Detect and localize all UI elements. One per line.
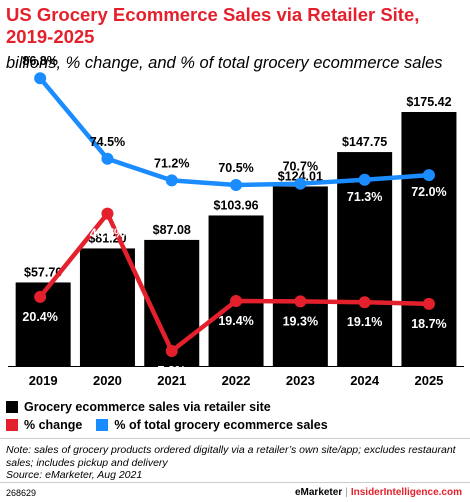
share-label-2021: 71.2% <box>154 156 189 170</box>
change-label-2019: 20.4% <box>22 310 57 324</box>
bar-2024 <box>337 152 393 366</box>
x-tick-2021: 2021 <box>157 373 186 388</box>
legend-row-2: % change % of total grocery ecommerce sa… <box>6 418 342 432</box>
bar-label-2025: $175.42 <box>406 95 451 109</box>
legend-item-share: % of total grocery ecommerce sales <box>96 418 328 432</box>
change-point-2023 <box>294 295 307 308</box>
share-label-2025: 72.0% <box>411 185 446 199</box>
bar-label-2023: $124.01 <box>278 169 323 183</box>
chart-note: Note: sales of grocery products ordered … <box>6 444 466 482</box>
share-point-2021 <box>165 174 178 187</box>
x-tick-2023: 2023 <box>286 373 315 388</box>
brand-separator: | <box>345 487 348 498</box>
x-tick-2022: 2022 <box>222 373 251 388</box>
change-label-2023: 19.3% <box>283 314 318 328</box>
change-point-2019 <box>34 290 47 303</box>
x-tick-2020: 2020 <box>93 373 122 388</box>
share-label-2022: 70.5% <box>218 161 253 175</box>
x-tick-2024: 2024 <box>350 373 380 388</box>
bar-label-2024: $147.75 <box>342 135 387 149</box>
bar-2022 <box>208 215 264 366</box>
legend-label-share: % of total grocery ecommerce sales <box>114 418 328 432</box>
share-label-2023: 70.7% <box>283 160 318 174</box>
bar-2023 <box>272 186 328 366</box>
x-tick-2025: 2025 <box>414 373 443 388</box>
legend-row-1: Grocery ecommerce sales via retailer sit… <box>6 400 285 414</box>
change-label-2021: 7.2% <box>158 364 187 378</box>
legend-label-sales: Grocery ecommerce sales via retailer sit… <box>24 400 271 414</box>
chart-id: 268629 <box>6 488 37 498</box>
chart-title: US Grocery Ecommerce Sales via Retailer … <box>6 4 420 47</box>
change-label-2020: 40.7% <box>90 227 125 241</box>
legend-label-change: % change <box>24 418 83 432</box>
change-point-2024 <box>358 296 371 309</box>
share-point-2025 <box>422 169 435 182</box>
bar-2020 <box>79 248 135 366</box>
share-label-2024: 71.3% <box>347 190 382 204</box>
legend-swatch-change <box>6 419 18 431</box>
combo-chart: $57.70$81.20$87.08$103.96$124.01$147.75$… <box>8 54 464 388</box>
change-point-2021 <box>165 345 178 357</box>
bar-2021 <box>144 239 200 366</box>
legend-swatch-sales <box>6 401 18 413</box>
bar-2025 <box>401 112 457 366</box>
share-point-2020 <box>101 152 114 165</box>
divider <box>0 438 470 439</box>
share-label-2019: 86.8% <box>22 54 57 68</box>
brand-emarketer: eMarketer <box>294 487 343 498</box>
share-point-2019 <box>34 72 47 85</box>
legend-item-sales: Grocery ecommerce sales via retailer sit… <box>6 400 271 414</box>
share-point-2022 <box>230 179 243 191</box>
brand-insider-intelligence: InsiderIntelligence.com <box>350 487 462 498</box>
share-label-2020: 74.5% <box>90 135 125 149</box>
share-point-2023 <box>294 177 307 190</box>
change-point-2025 <box>422 297 435 310</box>
change-label-2024: 19.1% <box>347 315 382 329</box>
share-point-2024 <box>358 173 371 186</box>
change-point-2020 <box>101 207 114 220</box>
bar-label-2021: $87.08 <box>153 223 191 237</box>
bar-label-2022: $103.96 <box>213 198 258 212</box>
note-text: Note: sales of grocery products ordered … <box>6 444 456 469</box>
change-point-2022 <box>230 294 243 307</box>
x-tick-2019: 2019 <box>29 373 58 388</box>
chart-subtitle: billions, % change, and % of total groce… <box>6 54 443 72</box>
legend-swatch-share <box>96 419 109 431</box>
footer-divider <box>0 482 470 483</box>
change-label-2022: 19.4% <box>218 314 253 328</box>
change-label-2025: 18.7% <box>411 317 446 331</box>
source-text: Source: eMarketer, Aug 2021 <box>6 469 143 481</box>
footer-brand: eMarketer | InsiderIntelligence.com <box>295 487 462 498</box>
legend-item-change: % change <box>6 418 82 432</box>
bar-label-2019: $57.70 <box>24 265 62 279</box>
